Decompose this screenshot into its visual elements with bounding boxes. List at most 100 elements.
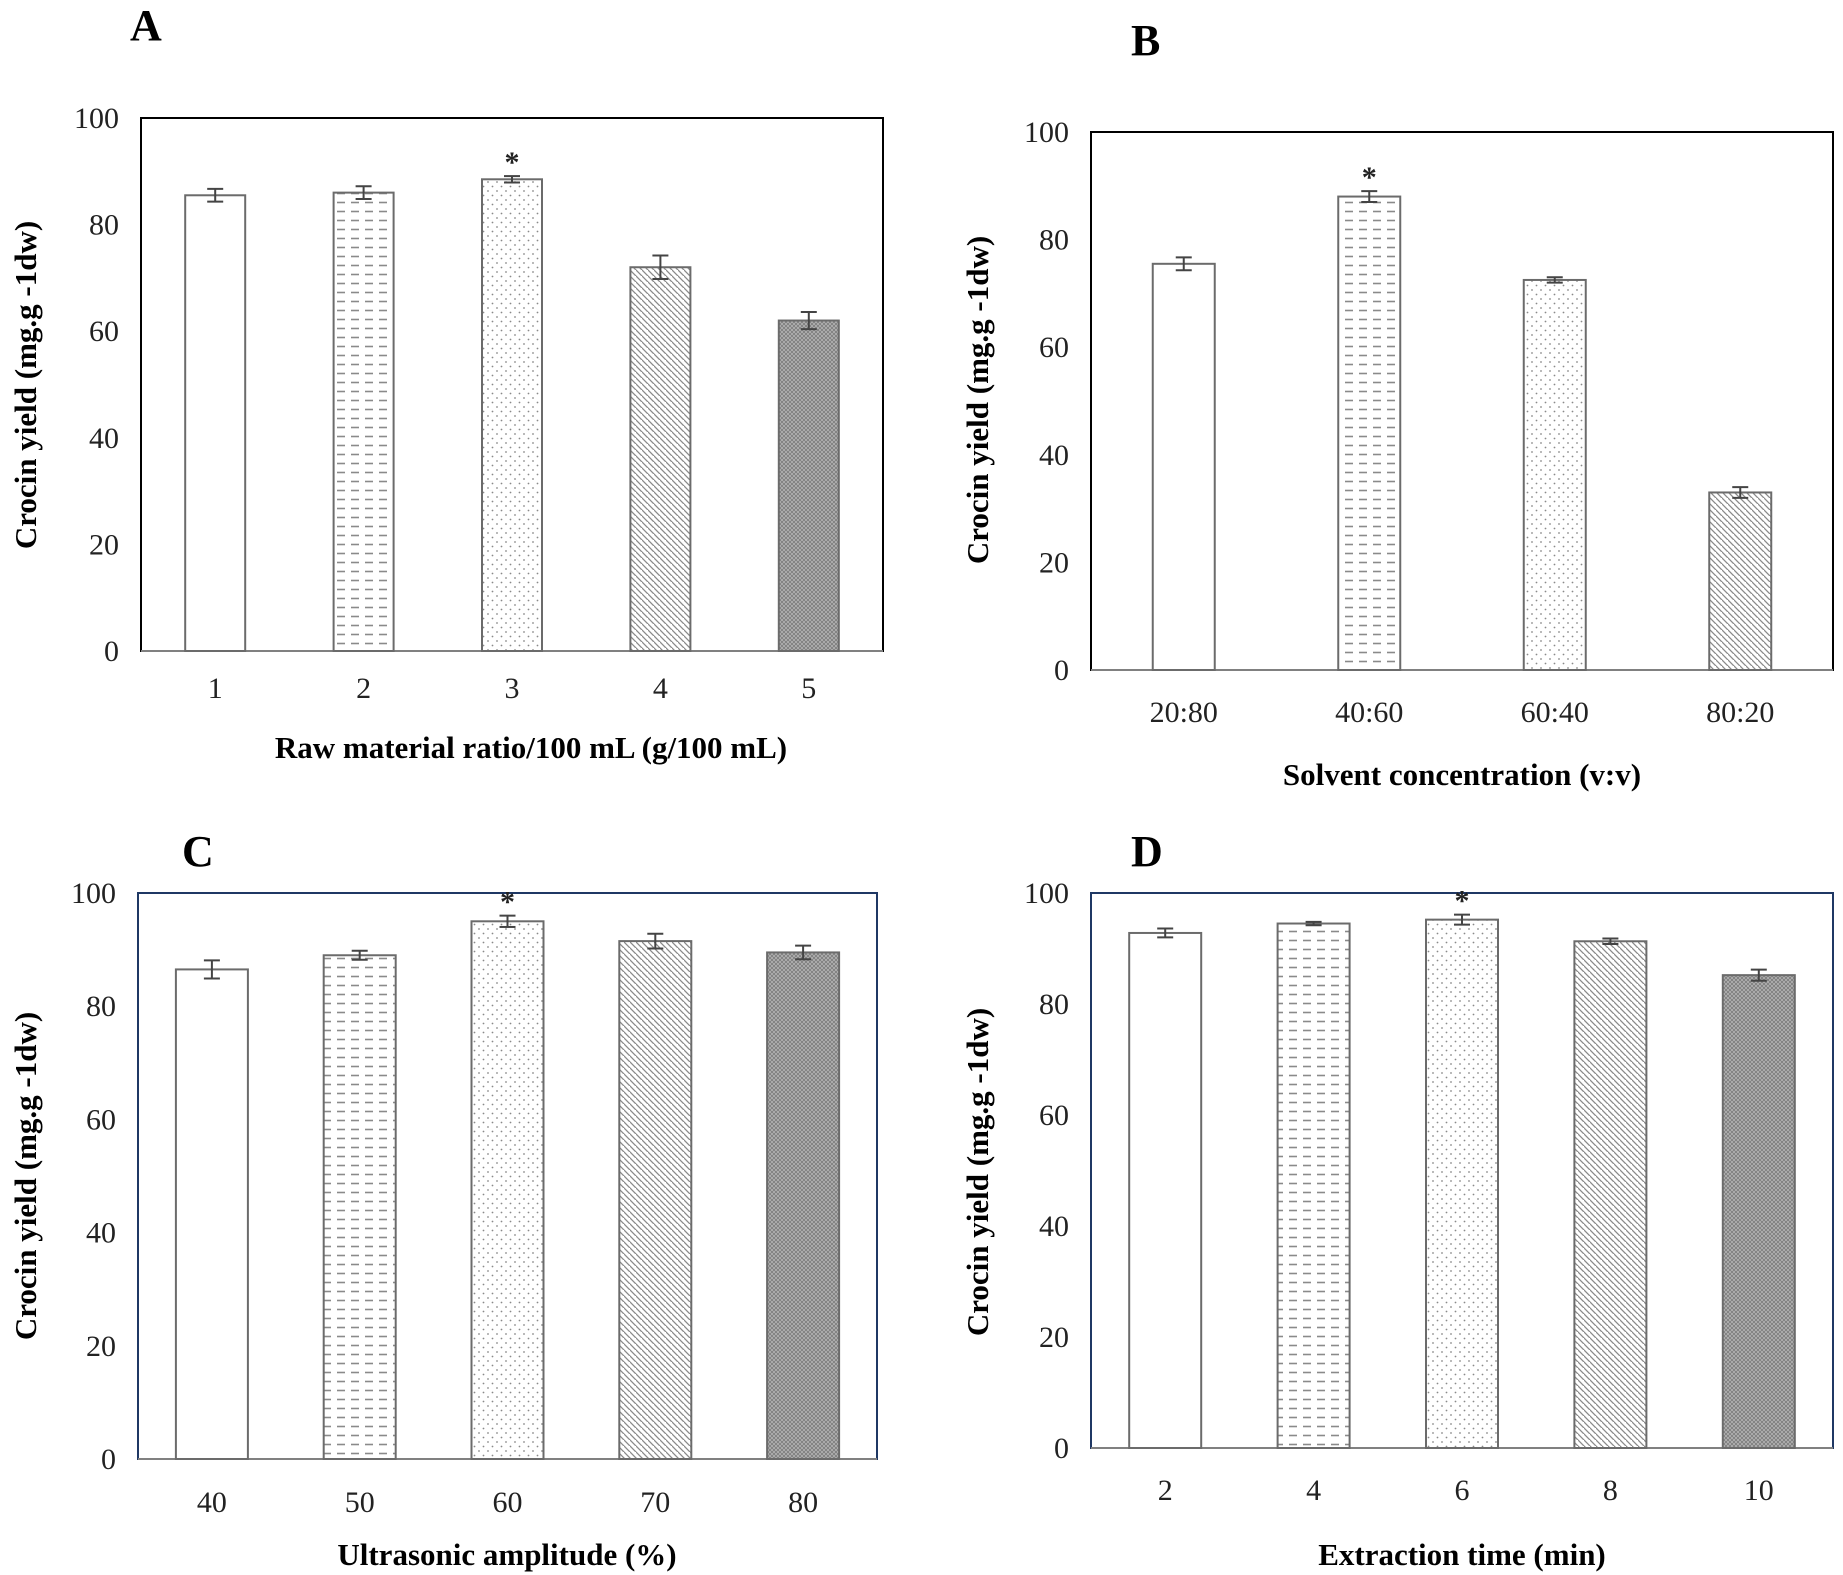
- error-bar: [1454, 913, 1470, 926]
- bar-a-2: [332, 191, 395, 652]
- panel-c: C * 0 20 40 60 80 100 40 50 60 70 80 Ultrasonic a…: [8, 827, 878, 1572]
- x-axis-label-c: Ultrasonic amplitude (%): [337, 1537, 676, 1572]
- bars-d: *: [1091, 885, 1833, 1449]
- x-tick-label: 3: [505, 672, 520, 705]
- bar-b-80-20: [1708, 491, 1773, 671]
- bars-b: *: [1091, 161, 1833, 671]
- error-bar: [1750, 968, 1767, 982]
- y-tick-label: 20: [1039, 1321, 1069, 1354]
- x-tick-label: 2: [1158, 1474, 1173, 1507]
- y-tick-label: 100: [1024, 877, 1069, 910]
- x-tick-label: 6: [1455, 1474, 1470, 1507]
- y-ticks-b: 0 20 40 60 80 100: [1024, 116, 1069, 687]
- x-tick-label: 10: [1744, 1474, 1774, 1507]
- y-tick-label: 100: [1024, 116, 1069, 149]
- error-bar: [351, 949, 368, 961]
- x-ticks-b: 20:80 40:60 60:40 80:20: [1150, 696, 1775, 729]
- y-tick-label: 80: [89, 209, 119, 242]
- y-tick-label: 20: [1039, 546, 1069, 579]
- y-tick-label: 100: [71, 877, 116, 910]
- x-tick-label: 40:60: [1335, 696, 1403, 729]
- x-tick-label: 80: [788, 1486, 818, 1519]
- y-tick-label: 100: [74, 102, 119, 135]
- x-tick-label: 1: [208, 672, 223, 705]
- error-bar: [1175, 256, 1192, 272]
- bar-c-70: [618, 940, 693, 1460]
- panel-letter-d: D: [1131, 827, 1163, 876]
- y-tick-label: 40: [86, 1217, 116, 1250]
- x-tick-label: 40: [197, 1486, 227, 1519]
- error-bar: [1361, 190, 1378, 203]
- bar-a-5: [777, 319, 840, 652]
- panel-b: B * 0 20 40 60 80 100 20:80 40:60 60:40 80:20 So…: [960, 16, 1834, 792]
- y-tick-label: 40: [1039, 439, 1069, 472]
- y-tick-label: 80: [86, 990, 116, 1023]
- error-bar: [504, 175, 520, 184]
- panel-letter-a: A: [130, 1, 162, 50]
- x-ticks-a: 1 2 3 4 5: [208, 672, 817, 705]
- error-bar: [800, 311, 817, 331]
- y-ticks-d: 0 20 40 60 80 100: [1024, 877, 1069, 1465]
- significance-mark: *: [1455, 885, 1470, 918]
- error-bar: [207, 187, 224, 203]
- error-bar: [1546, 276, 1563, 284]
- bar-b-20-80: [1151, 262, 1216, 671]
- y-ticks-a: 0 20 40 60 80 100: [74, 102, 119, 668]
- significance-mark: *: [1362, 161, 1377, 194]
- panel-d: D * 0 20 40 60 80 100 2 4 6 8 10 Extraction time …: [960, 827, 1834, 1572]
- y-tick-label: 20: [86, 1330, 116, 1363]
- x-tick-label: 70: [640, 1486, 670, 1519]
- x-tick-label: 20:80: [1150, 696, 1218, 729]
- bar-b-60-40: [1522, 278, 1587, 671]
- x-tick-label: 60:40: [1521, 696, 1589, 729]
- y-tick-label: 0: [1054, 654, 1069, 687]
- x-tick-label: 50: [345, 1486, 375, 1519]
- bar-c-40: [174, 968, 249, 1460]
- x-tick-label: 4: [1306, 1474, 1321, 1507]
- bar-a-1: [184, 194, 247, 652]
- x-tick-label: 8: [1603, 1474, 1618, 1507]
- bar-a-3: [481, 178, 543, 652]
- y-axis-label-b: Crocin yield (mg.g -1dw): [960, 236, 995, 564]
- error-bar: [203, 959, 220, 980]
- y-ticks-c: 0 20 40 60 80 100: [71, 877, 116, 1476]
- bar-d-8: [1573, 940, 1648, 1449]
- y-tick-label: 60: [1039, 1099, 1069, 1132]
- panel-letter-b: B: [1131, 16, 1160, 65]
- y-tick-label: 60: [89, 315, 119, 348]
- error-bar: [647, 932, 664, 950]
- panel-a: A * 0 20 40 60 80 100 1 2 3 4 5 Raw material rati…: [8, 1, 884, 765]
- y-tick-label: 40: [1039, 1210, 1069, 1243]
- x-tick-label: 80:20: [1706, 696, 1774, 729]
- error-bar: [1305, 920, 1322, 927]
- y-tick-label: 0: [104, 635, 119, 668]
- error-bar: [1732, 486, 1749, 499]
- error-bar: [1157, 927, 1174, 939]
- x-ticks-c: 40 50 60 70 80: [197, 1486, 818, 1519]
- error-bar: [652, 254, 669, 280]
- bars-c: *: [138, 886, 877, 1460]
- y-tick-label: 40: [89, 422, 119, 455]
- x-tick-label: 4: [653, 672, 668, 705]
- x-ticks-d: 2 4 6 8 10: [1158, 1474, 1774, 1507]
- error-bar: [499, 914, 516, 928]
- x-tick-label: 2: [356, 672, 371, 705]
- x-axis-label-a: Raw material ratio/100 mL (g/100 mL): [275, 730, 787, 765]
- x-tick-label: 60: [493, 1486, 523, 1519]
- y-tick-label: 60: [86, 1103, 116, 1136]
- bar-d-10: [1721, 974, 1796, 1449]
- bar-c-60: [470, 920, 545, 1460]
- significance-mark: *: [505, 146, 520, 179]
- significance-mark: *: [500, 886, 515, 919]
- bar-c-80: [766, 951, 841, 1460]
- x-axis-label-b: Solvent concentration (v:v): [1283, 757, 1641, 792]
- y-tick-label: 20: [89, 528, 119, 561]
- bar-c-50: [322, 954, 397, 1460]
- y-tick-label: 0: [1054, 1432, 1069, 1465]
- bar-d-4: [1276, 922, 1351, 1449]
- x-tick-label: 5: [801, 672, 816, 705]
- y-axis-label-a: Crocin yield (mg.g -1dw): [8, 221, 43, 549]
- y-axis-label-c: Crocin yield (mg.g -1dw): [8, 1012, 43, 1340]
- y-tick-label: 80: [1039, 988, 1069, 1021]
